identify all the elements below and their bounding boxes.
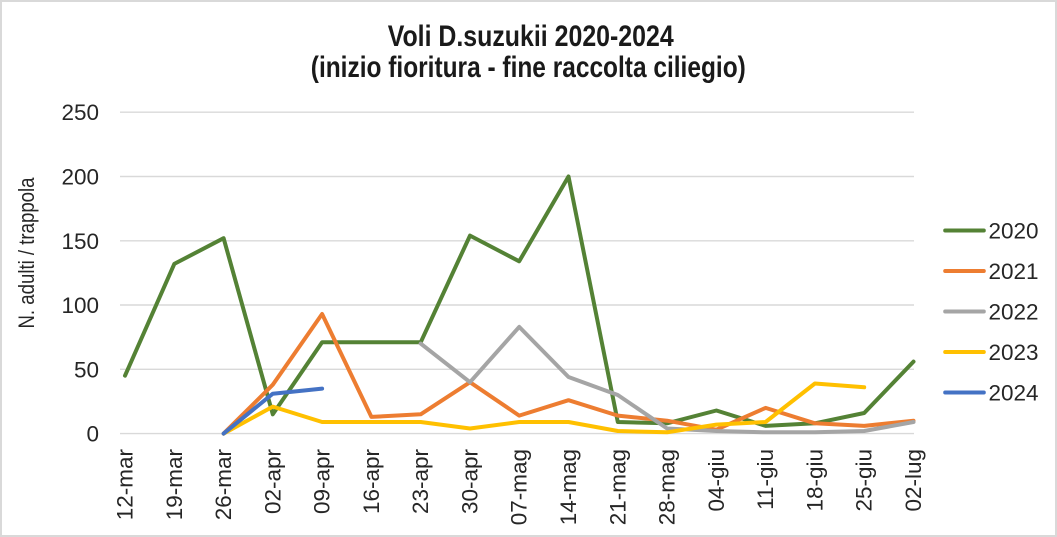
svg-text:100: 100	[61, 293, 99, 318]
svg-text:25-giu: 25-giu	[852, 449, 877, 512]
svg-text:2024: 2024	[989, 381, 1039, 406]
svg-text:04-giu: 04-giu	[704, 449, 729, 512]
svg-text:(inizio fioritura - fine racco: (inizio fioritura - fine raccolta cilieg…	[311, 51, 746, 84]
svg-text:12-mar: 12-mar	[113, 449, 138, 521]
svg-text:250: 250	[61, 100, 99, 125]
svg-text:2023: 2023	[989, 340, 1039, 365]
svg-text:30-apr: 30-apr	[458, 449, 483, 515]
svg-text:200: 200	[61, 165, 99, 190]
svg-text:09-apr: 09-apr	[310, 449, 335, 515]
svg-text:2020: 2020	[989, 219, 1039, 244]
svg-text:28-mag: 28-mag	[655, 449, 680, 525]
svg-text:N. adulti / trappola: N. adulti / trappola	[14, 177, 39, 328]
svg-text:02-lug: 02-lug	[901, 449, 926, 512]
svg-text:11-giu: 11-giu	[753, 449, 778, 510]
svg-text:14-mag: 14-mag	[556, 449, 581, 525]
svg-text:0: 0	[86, 422, 99, 447]
svg-text:2021: 2021	[989, 259, 1039, 284]
svg-text:16-apr: 16-apr	[359, 449, 384, 515]
svg-text:150: 150	[61, 229, 99, 254]
svg-text:50: 50	[74, 357, 99, 382]
svg-text:23-apr: 23-apr	[408, 449, 433, 515]
svg-text:2022: 2022	[989, 300, 1039, 325]
svg-text:19-mar: 19-mar	[162, 449, 187, 521]
svg-text:02-apr: 02-apr	[260, 449, 285, 515]
svg-text:07-mag: 07-mag	[507, 449, 532, 525]
svg-text:18-giu: 18-giu	[802, 449, 827, 512]
svg-text:21-mag: 21-mag	[605, 449, 630, 525]
svg-text:26-mar: 26-mar	[211, 449, 236, 521]
svg-text:Voli D.suzukii 2020-2024: Voli D.suzukii 2020-2024	[388, 20, 674, 53]
